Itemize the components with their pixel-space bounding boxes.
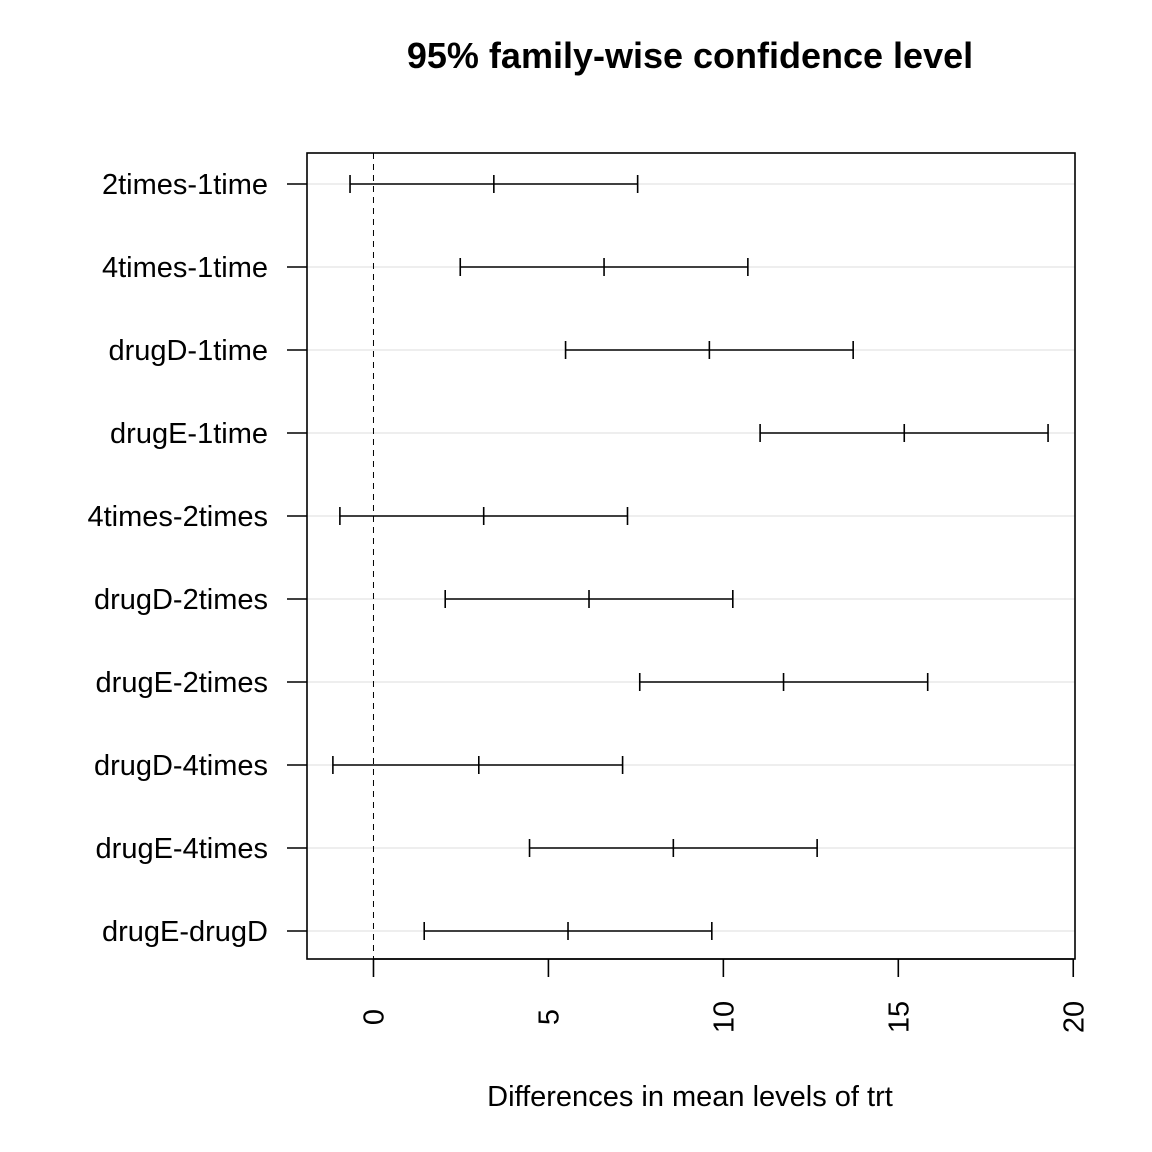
- y-tick-label: drugE-2times: [96, 667, 268, 699]
- x-tick-label: 20: [1058, 1001, 1090, 1033]
- interval-drugE-2times: [638, 673, 929, 691]
- confidence-intervals: [332, 175, 1049, 940]
- interval-2times-1time: [349, 175, 639, 193]
- y-tick-label: drugE-4times: [96, 833, 268, 865]
- interval-drugD-1time: [564, 341, 854, 359]
- y-axis: 2times-1time 4times-1time drugD-1time drugE…: [88, 169, 307, 948]
- interval-4times-1time: [459, 258, 749, 276]
- y-tick-label: drugD-1time: [108, 335, 268, 367]
- plot-frame: [306, 152, 1076, 960]
- y-tick-label: 4times-2times: [88, 501, 269, 533]
- x-axis-label: Differences in mean levels of trt: [487, 1081, 893, 1113]
- y-tick-label: 2times-1time: [102, 169, 268, 201]
- interval-4times-2times: [339, 507, 629, 525]
- y-tick-label: drugE-1time: [110, 418, 268, 450]
- y-tick-label: drugD-4times: [94, 750, 268, 782]
- y-tick-label: 4times-1time: [102, 252, 268, 284]
- interval-drugD-2times: [444, 590, 734, 608]
- x-tick-label: 10: [708, 1001, 740, 1033]
- x-tick-label: 0: [358, 1009, 390, 1025]
- chart-title: 95% family-wise confidence level: [407, 35, 973, 76]
- interval-drugD-4times: [332, 756, 624, 774]
- x-axis: 0 5 10 15 20: [358, 958, 1090, 1033]
- x-tick-label: 15: [883, 1001, 915, 1033]
- y-tick-label: drugD-2times: [94, 584, 268, 616]
- interval-drugE-1time: [759, 424, 1049, 442]
- y-tick-label: drugE-drugD: [102, 916, 268, 948]
- interval-drugE-drugD: [423, 922, 713, 940]
- interval-drugE-4times: [528, 839, 818, 857]
- x-tick-label: 5: [533, 1009, 565, 1025]
- grid-lines: [307, 183, 1075, 932]
